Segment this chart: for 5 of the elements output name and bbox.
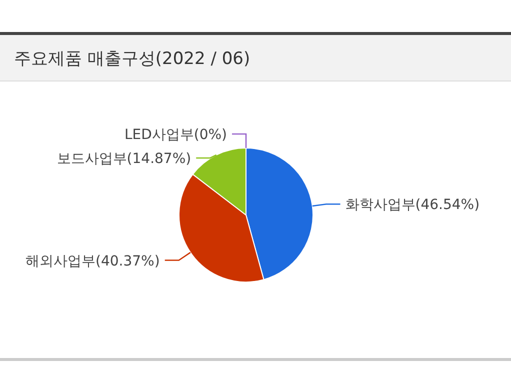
slice-label: 화학사업부(46.54%) [345, 197, 480, 214]
legend-label: LED사업부(0%) [124, 127, 227, 143]
slice-label: 보드사업부(14.87%) [56, 151, 192, 167]
chart-title: 주요제품 매출구성(2022 / 06) [14, 49, 250, 69]
slice-label: 해외사업부(40.37%) [26, 253, 160, 270]
